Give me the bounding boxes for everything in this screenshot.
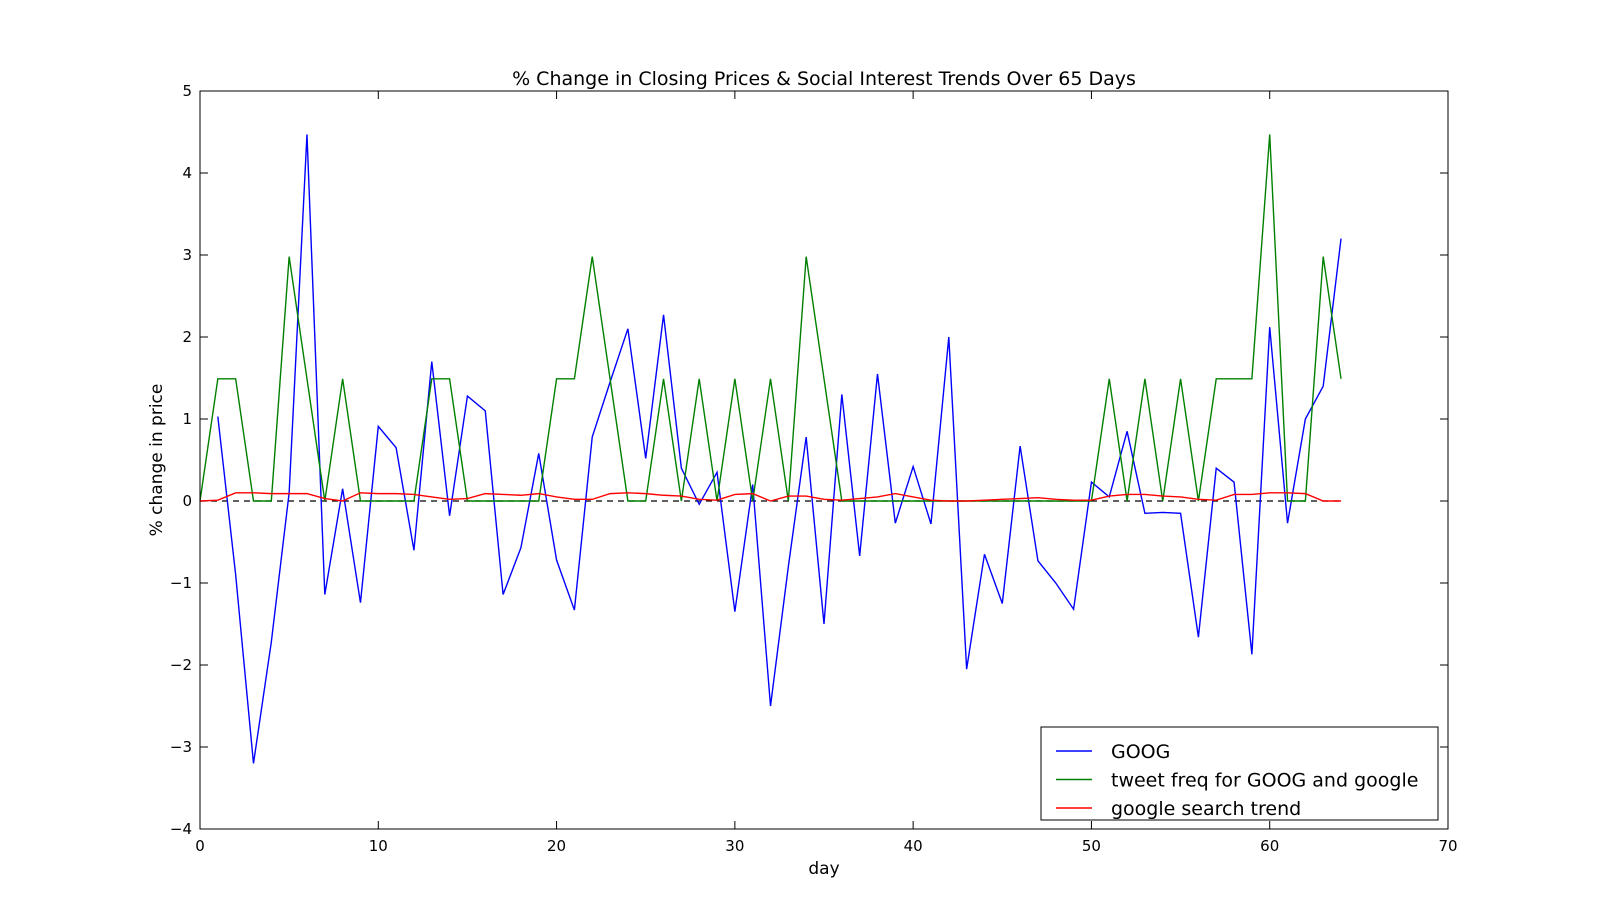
x-tick-label: 10 [369,837,388,855]
y-tick-label: −2 [170,656,192,674]
x-axis-label: day [808,859,839,879]
y-tick-label: 1 [182,410,192,428]
ticks-layer: 0 10 20 30 40 50 60 70 −4 −3 −2 −1 0 1 2 3 4 5 [170,82,1458,855]
series-line-0 [217,134,1342,764]
x-tick-label: 60 [1260,837,1279,855]
x-tick-label: 50 [1082,837,1101,855]
x-tick-label: 0 [195,837,205,855]
y-axis-label: % change in price [147,384,167,537]
legend-box [1040,726,1439,821]
x-tick-label: 30 [725,837,744,855]
series-layer [199,134,1342,764]
y-tick-label: −4 [170,820,192,838]
y-tick-label: 2 [182,328,192,346]
legend: GOOG tweet freq for GOOG and google google… [1040,726,1439,821]
legend-entries: GOOG tweet freq for GOOG and google google… [1056,741,1418,820]
legend-label-2: google search trend [1111,798,1301,820]
x-tick-label: 40 [904,837,923,855]
y-tick-label: 3 [182,246,192,264]
series-line-2 [199,492,1342,502]
legend-label-0: GOOG [1111,741,1170,763]
x-tick-label: 70 [1438,837,1457,855]
y-tick-label: −1 [170,574,192,592]
y-tick-label: 4 [182,164,192,182]
y-tick-label: −3 [170,738,192,756]
chart-title: % Change in Closing Prices & Social Inte… [512,68,1136,90]
x-tick-label: 20 [547,837,566,855]
y-tick-label: 5 [182,82,192,100]
plot-frame [199,90,1449,830]
y-tick-label: 0 [182,492,192,510]
legend-label-1: tweet freq for GOOG and google [1111,770,1418,792]
series-line-1 [199,134,1342,502]
